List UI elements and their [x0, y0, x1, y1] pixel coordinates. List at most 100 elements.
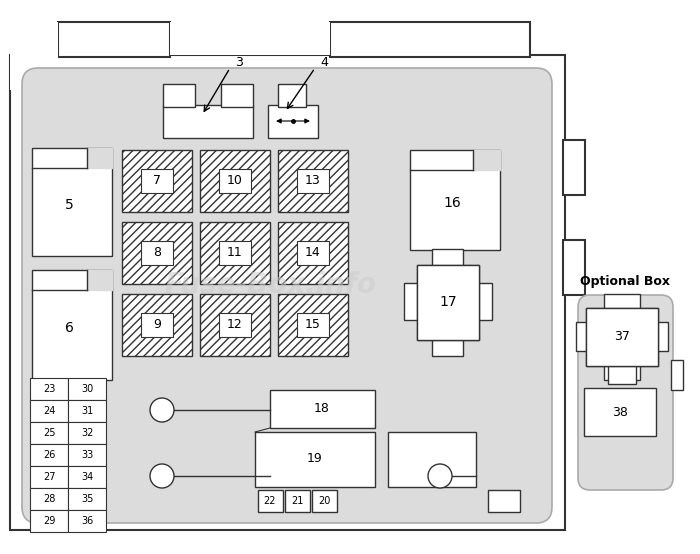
Text: 29: 29: [43, 516, 55, 526]
Bar: [586, 308, 658, 366]
Text: 13: 13: [305, 175, 321, 187]
Text: 9: 9: [153, 319, 161, 331]
Bar: [278, 294, 348, 356]
Bar: [278, 84, 306, 107]
Bar: [432, 249, 463, 265]
Text: 32: 32: [80, 428, 93, 438]
Circle shape: [150, 398, 174, 422]
Text: 17: 17: [439, 295, 457, 310]
Bar: [221, 84, 253, 107]
Bar: [563, 140, 585, 195]
Bar: [58, 22, 170, 57]
Bar: [30, 378, 68, 400]
Bar: [297, 312, 329, 337]
Bar: [278, 222, 348, 284]
Bar: [473, 150, 500, 170]
Bar: [141, 240, 173, 265]
Bar: [255, 432, 375, 487]
Bar: [297, 168, 329, 193]
Bar: [410, 150, 500, 250]
Circle shape: [150, 464, 174, 488]
Text: 20: 20: [318, 496, 330, 506]
Bar: [87, 270, 112, 290]
Bar: [10, 22, 58, 90]
Text: 15: 15: [305, 319, 321, 331]
Text: 12: 12: [227, 319, 243, 331]
Bar: [330, 22, 530, 57]
Bar: [68, 422, 106, 444]
Bar: [163, 105, 253, 138]
Text: Optional Box: Optional Box: [580, 275, 670, 289]
Bar: [278, 150, 348, 212]
Bar: [68, 378, 106, 400]
Bar: [604, 294, 640, 308]
Bar: [200, 150, 270, 212]
Text: 14: 14: [305, 247, 321, 259]
Text: 10: 10: [227, 175, 243, 187]
Bar: [488, 490, 520, 512]
Text: 31: 31: [81, 406, 93, 416]
Text: 3: 3: [235, 57, 243, 69]
Bar: [163, 84, 195, 107]
Bar: [68, 488, 106, 510]
Text: 16: 16: [443, 196, 461, 210]
Bar: [432, 340, 463, 356]
Bar: [122, 150, 192, 212]
Text: 23: 23: [43, 384, 55, 394]
Bar: [30, 422, 68, 444]
Bar: [219, 240, 251, 265]
Bar: [576, 322, 586, 351]
Bar: [68, 466, 106, 488]
Text: 34: 34: [81, 472, 93, 482]
Bar: [10, 55, 565, 530]
Text: 27: 27: [43, 472, 55, 482]
Text: 33: 33: [81, 450, 93, 460]
Text: 4: 4: [320, 57, 328, 69]
Text: 36: 36: [81, 516, 93, 526]
Bar: [30, 488, 68, 510]
Bar: [87, 148, 112, 168]
Bar: [141, 168, 173, 193]
Bar: [270, 390, 375, 428]
Text: 11: 11: [227, 247, 243, 259]
Circle shape: [428, 464, 452, 488]
Bar: [30, 466, 68, 488]
Bar: [32, 148, 112, 256]
Bar: [219, 312, 251, 337]
Bar: [608, 366, 636, 384]
Text: 7: 7: [153, 175, 161, 187]
Bar: [32, 270, 112, 380]
Bar: [312, 490, 337, 512]
Text: 25: 25: [43, 428, 55, 438]
Bar: [297, 240, 329, 265]
Bar: [479, 283, 492, 320]
Bar: [200, 294, 270, 356]
Text: 8: 8: [153, 247, 161, 259]
Bar: [219, 168, 251, 193]
Bar: [586, 308, 658, 366]
Text: 28: 28: [43, 494, 55, 504]
Text: 38: 38: [612, 406, 628, 418]
Bar: [122, 294, 192, 356]
Text: 24: 24: [43, 406, 55, 416]
FancyBboxPatch shape: [22, 68, 552, 523]
Text: 21: 21: [290, 496, 303, 506]
Text: 30: 30: [81, 384, 93, 394]
Text: 26: 26: [43, 450, 55, 460]
FancyBboxPatch shape: [578, 295, 673, 490]
Bar: [658, 322, 668, 351]
Bar: [68, 444, 106, 466]
Bar: [30, 510, 68, 532]
Bar: [141, 312, 173, 337]
Bar: [671, 360, 683, 390]
Bar: [258, 490, 283, 512]
Text: 37: 37: [614, 331, 630, 343]
Bar: [417, 265, 479, 340]
Bar: [404, 283, 417, 320]
Text: 22: 22: [264, 496, 276, 506]
Bar: [170, 22, 330, 55]
Bar: [604, 366, 640, 380]
Bar: [30, 400, 68, 422]
Bar: [268, 105, 318, 138]
Text: 19: 19: [307, 453, 323, 465]
